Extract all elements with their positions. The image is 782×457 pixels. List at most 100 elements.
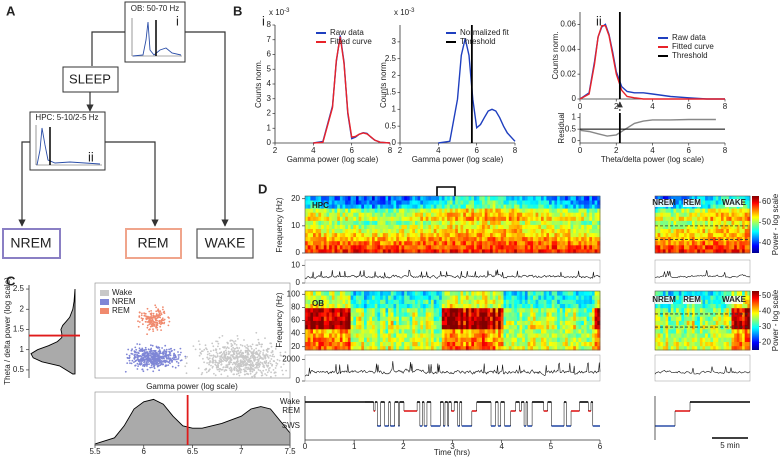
legend-label: Fitted curve [672, 42, 714, 51]
spectrogram-texture [402, 316, 405, 321]
spectrogram-texture [337, 216, 340, 221]
spectrogram-texture [498, 308, 501, 313]
y-tick-label: 0.02 [560, 69, 576, 78]
spectrogram-texture [308, 241, 311, 246]
scatter-texture [184, 356, 186, 358]
spectrogram-texture [573, 200, 576, 205]
spectrogram-texture [581, 233, 584, 238]
spectrogram-texture [482, 325, 485, 330]
spectrogram-texture [469, 196, 472, 201]
spectrogram-texture [493, 245, 496, 250]
scatter-texture [210, 350, 212, 352]
spectrogram-texture [705, 233, 708, 238]
spectrogram-texture [436, 342, 439, 347]
spectrogram-texture [581, 200, 584, 205]
spectrogram-texture [520, 299, 523, 304]
spectrogram-texture [337, 237, 340, 242]
spectrogram-texture [434, 312, 437, 317]
spectrogram-texture [485, 304, 488, 309]
spectrogram-texture [501, 216, 504, 221]
spectrogram-texture [348, 220, 351, 225]
scatter-texture [279, 360, 281, 362]
spectrogram-texture [359, 321, 362, 326]
spectrogram-texture [436, 208, 439, 213]
spectrogram-texture [520, 233, 523, 238]
spectrogram-texture [407, 208, 410, 213]
spectrogram-texture [410, 229, 413, 234]
spectrogram-texture [522, 308, 525, 313]
spectrogram-texture [552, 196, 555, 201]
spectrogram-texture [745, 208, 748, 213]
scatter-texture [153, 363, 155, 365]
spectrogram-texture [436, 216, 439, 221]
spectrogram-texture [447, 321, 450, 326]
spectrogram-texture [345, 316, 348, 321]
spectrogram-texture [493, 312, 496, 317]
spectrogram-texture [571, 237, 574, 242]
spectrogram-texture [695, 212, 698, 217]
spectrogram-texture [426, 229, 429, 234]
spectrogram-texture [353, 291, 356, 296]
spectrogram-texture [729, 241, 732, 246]
spectrogram-texture [396, 233, 399, 238]
spectrogram-texture [455, 233, 458, 238]
scatter-texture [156, 363, 158, 365]
scatter-texture [229, 361, 231, 363]
spectrogram-texture [418, 245, 421, 250]
spectrogram-texture [493, 329, 496, 334]
spectrogram-texture [391, 342, 394, 347]
spectrogram-texture [676, 204, 679, 209]
scatter-texture [264, 373, 266, 375]
scatter-texture [170, 350, 172, 352]
colorbar-label: Power - log scale [771, 193, 780, 255]
spectrogram-texture [544, 208, 547, 213]
spectrogram-texture [377, 329, 380, 334]
y-tick-label: 4 [267, 79, 272, 88]
spectrogram-texture [348, 299, 351, 304]
scatter-texture [206, 362, 208, 364]
spectrogram-texture [490, 208, 493, 213]
scatter-texture [150, 323, 152, 325]
spectrogram-texture [471, 204, 474, 209]
spectrogram-texture [450, 241, 453, 246]
spectrogram-texture [364, 233, 367, 238]
spectrogram-texture [522, 208, 525, 213]
spectrogram-texture [324, 316, 327, 321]
spectrogram-texture [372, 229, 375, 234]
spectrogram-texture [520, 325, 523, 330]
spectrogram-texture [364, 308, 367, 313]
spectrogram-texture [410, 312, 413, 317]
spectrogram-texture [536, 312, 539, 317]
spectrogram-texture [525, 308, 528, 313]
spectrogram-texture [394, 295, 397, 300]
spectrogram-texture [541, 196, 544, 201]
spectrogram-texture [666, 212, 669, 217]
spectrogram-texture [332, 291, 335, 296]
scatter-texture [259, 352, 261, 354]
scatter-texture [216, 367, 218, 369]
spectrogram-texture [407, 204, 410, 209]
spectrogram-texture [514, 333, 517, 338]
scatter-texture [256, 364, 258, 366]
spectrogram-texture [528, 225, 531, 230]
spectrogram-texture [423, 229, 426, 234]
spectrogram-texture [359, 216, 362, 221]
spectrogram-texture [343, 325, 346, 330]
spectrogram-texture [538, 299, 541, 304]
spectrogram-texture [348, 196, 351, 201]
spectrogram-texture [541, 241, 544, 246]
spectrogram-texture [708, 229, 711, 234]
y-tick-label: 1 [392, 104, 397, 113]
spectrogram-texture [658, 216, 661, 221]
scatter-texture [266, 350, 268, 352]
connector [92, 32, 125, 66]
spectrogram-texture [453, 229, 456, 234]
spectrogram-texture [528, 312, 531, 317]
spectrogram-texture [512, 337, 515, 342]
spectrogram-texture [377, 220, 380, 225]
spectrogram-texture [434, 233, 437, 238]
spectrogram-texture [353, 241, 356, 246]
spectrogram-texture [423, 291, 426, 296]
scatter-texture [236, 351, 238, 353]
spectrogram-texture [565, 233, 568, 238]
